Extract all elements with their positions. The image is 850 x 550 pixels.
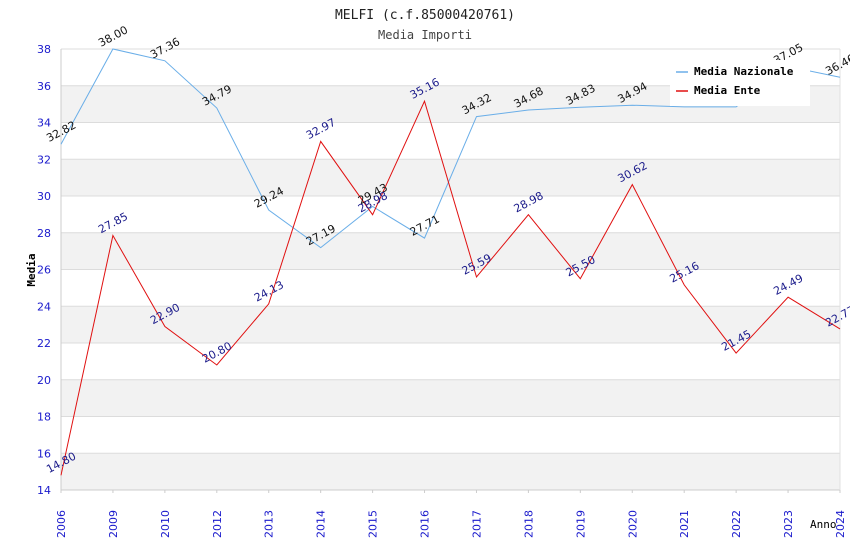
legend-label-ente: Media Ente [694,84,761,97]
data-label-ente: 24.49 [771,272,805,298]
y-tick-label: 30 [37,190,51,203]
chart-subtitle: Media Importi [378,28,472,42]
data-label-nazionale: 36.46 [823,52,850,78]
y-tick-label: 14 [37,484,51,497]
y-tick-label: 34 [37,117,51,130]
data-label-ente: 24.13 [252,278,286,304]
band [61,306,840,343]
x-tick-label: 2021 [678,510,691,538]
band [61,379,840,417]
gridlines [61,48,840,491]
y-tick-label: 18 [37,411,51,424]
background-bands [61,85,840,490]
series-line-ente [60,99,841,476]
x-tick-label: 2016 [419,510,432,538]
x-axis-label: Anno [810,518,837,531]
x-tick-label: 2020 [626,510,639,538]
y-tick-label: 26 [37,264,51,277]
legend-label-nazionale: Media Nazionale [694,65,794,78]
series-line-nazionale [60,48,841,249]
x-tick-labels: 2006 2009 2010 2012 2013 2014 2015 2016 2017 2018… [55,510,847,538]
x-tick-label: 2006 [55,510,68,538]
y-tick-label: 38 [37,43,51,56]
band [61,232,840,270]
x-tick-label: 2017 [470,510,483,538]
chart-title: MELFI (c.f.85000420761) [335,8,515,23]
legend: Media Nazionale Media Ente [670,60,810,106]
x-tick-label: 2024 [834,510,847,538]
legend-box [670,60,810,106]
y-tick-label: 28 [37,227,51,240]
data-label-nazionale: 38.00 [96,23,130,49]
x-tick-label: 2018 [522,510,535,538]
y-tick-label: 24 [37,300,51,313]
y-tick-label: 16 [37,447,51,460]
series-lines [60,48,841,476]
data-label-ente: 27.85 [96,210,130,236]
x-tick-label: 2009 [107,510,120,538]
y-tick-label: 20 [37,374,51,387]
y-tick-labels: 14 16 18 20 22 24 26 28 30 32 34 36 38 [37,43,51,497]
x-tick-label: 2013 [263,510,276,538]
x-tick-label: 2015 [367,510,380,538]
x-tick-label: 2012 [211,510,224,538]
y-axis-label: Media [25,253,38,286]
y-tick-label: 22 [37,337,51,350]
y-tick-label: 36 [37,80,51,93]
x-tick-label: 2023 [782,510,795,538]
x-tick-label: 2010 [159,510,172,538]
x-tick-label: 2019 [574,510,587,538]
axes [60,49,841,493]
data-label-nazionale: 37.36 [148,35,182,61]
y-tick-label: 32 [37,153,51,166]
band [61,453,840,490]
x-tick-label: 2014 [315,510,328,538]
x-tick-label: 2022 [730,510,743,538]
